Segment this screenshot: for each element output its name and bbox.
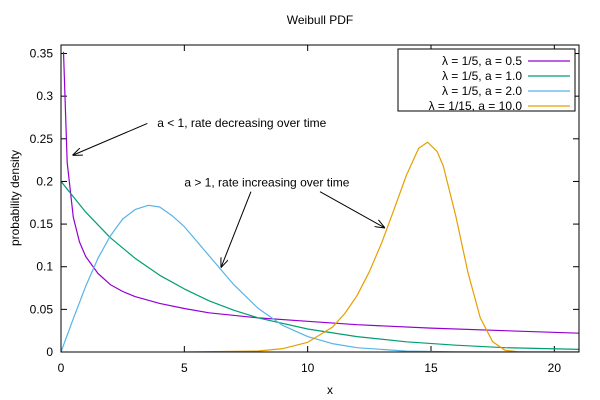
y-tick-label: 0.05 [30, 302, 54, 316]
y-tick-label: 0.3 [36, 89, 53, 103]
y-tick-label: 0 [46, 345, 53, 359]
x-axis-label: x [327, 383, 333, 397]
series-line-3 [61, 204, 579, 352]
y-axis-label: probability density [8, 150, 22, 246]
annotation-text: a < 1, rate decreasing over time [157, 116, 326, 130]
x-tick-label: 0 [58, 361, 65, 375]
x-tick-label: 5 [181, 361, 188, 375]
legend: λ = 1/5, a = 0.5λ = 1/5, a = 1.0λ = 1/5,… [397, 48, 576, 113]
y-tick-label: 0.15 [30, 217, 54, 231]
y-tick-label: 0.25 [30, 132, 54, 146]
series-line-4 [184, 141, 579, 352]
legend-box [397, 48, 576, 112]
legend-label: λ = 1/5, a = 0.5 [442, 54, 522, 68]
chart-title: Weibull PDF [287, 13, 353, 27]
series-lines [61, 51, 579, 352]
y-tick-label: 0.1 [36, 260, 53, 274]
x-tick-label: 15 [424, 361, 438, 375]
legend-label: λ = 1/15, a = 10.0 [429, 99, 523, 113]
x-tick-label: 10 [301, 361, 315, 375]
annotations: a < 1, rate decreasing over time a > 1, r… [73, 116, 384, 267]
y-tick-label: 0.2 [36, 174, 53, 188]
y-tick-label: 0.35 [30, 47, 54, 61]
annotation-text: a > 1, rate increasing over time [184, 176, 349, 190]
x-tick-label: 20 [548, 361, 562, 375]
annotation-arrow [73, 122, 148, 155]
legend-label: λ = 1/5, a = 2.0 [442, 84, 522, 98]
annotation-arrow [319, 191, 384, 228]
annotation-arrow [221, 191, 252, 267]
series-line-2 [61, 181, 579, 350]
plot-frame [60, 44, 580, 353]
series-line-1 [62, 51, 579, 334]
legend-label: λ = 1/5, a = 1.0 [442, 69, 522, 83]
